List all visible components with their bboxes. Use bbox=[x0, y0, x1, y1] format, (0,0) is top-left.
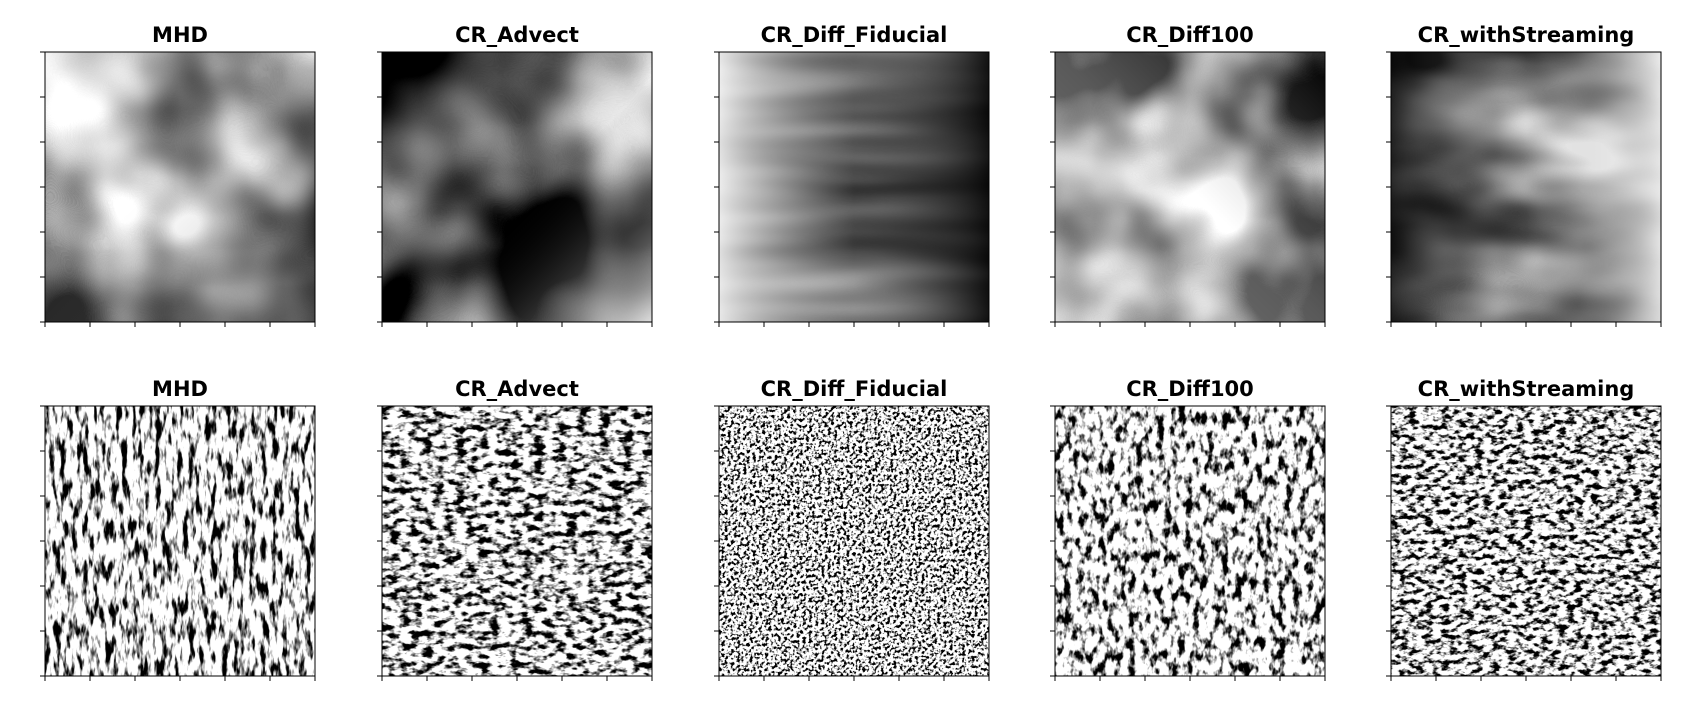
panel-title: CR_Diff_Fiducial bbox=[761, 23, 948, 47]
panel-title: CR_withStreaming bbox=[1418, 23, 1635, 47]
panel-shading bbox=[1055, 52, 1325, 322]
panel-title: CR_withStreaming bbox=[1418, 377, 1635, 401]
panel-shading bbox=[45, 52, 315, 322]
panel-smooth-maps: MHD bbox=[40, 23, 316, 327]
panel-title: CR_Advect bbox=[455, 23, 579, 47]
panel-title: CR_Advect bbox=[455, 377, 579, 401]
panel-shading bbox=[382, 52, 652, 322]
panel-image bbox=[45, 406, 315, 676]
panel-title: CR_Diff_Fiducial bbox=[761, 377, 948, 401]
panel-gradient-maps: MHD bbox=[40, 377, 316, 681]
panel-gradient-maps: CR_withStreaming bbox=[1386, 377, 1662, 681]
panel-smooth-maps: CR_Advect bbox=[377, 23, 653, 327]
panel-image bbox=[719, 406, 989, 676]
panel-image bbox=[1055, 406, 1325, 676]
panel-shading bbox=[719, 52, 989, 322]
panel-grid: MHD CR_Advect CR_Diff_Fiducial CR_Diff100 CR… bbox=[40, 23, 1662, 681]
panel-image bbox=[1391, 406, 1661, 676]
panel-smooth-maps: CR_withStreaming bbox=[1386, 23, 1662, 327]
panel-gradient-maps: CR_Diff100 bbox=[1050, 377, 1326, 681]
panel-title: CR_Diff100 bbox=[1126, 23, 1254, 47]
panel-smooth-maps: CR_Diff_Fiducial bbox=[714, 23, 990, 327]
panel-gradient-maps: CR_Advect bbox=[377, 377, 653, 681]
panel-gradient-maps: CR_Diff_Fiducial bbox=[714, 377, 990, 681]
panel-title: MHD bbox=[152, 23, 208, 47]
panel-smooth-maps: CR_Diff100 bbox=[1050, 23, 1326, 327]
panel-title: MHD bbox=[152, 377, 208, 401]
panel-title: CR_Diff100 bbox=[1126, 377, 1254, 401]
panel-image bbox=[382, 406, 652, 676]
panel-shading bbox=[1391, 52, 1661, 322]
